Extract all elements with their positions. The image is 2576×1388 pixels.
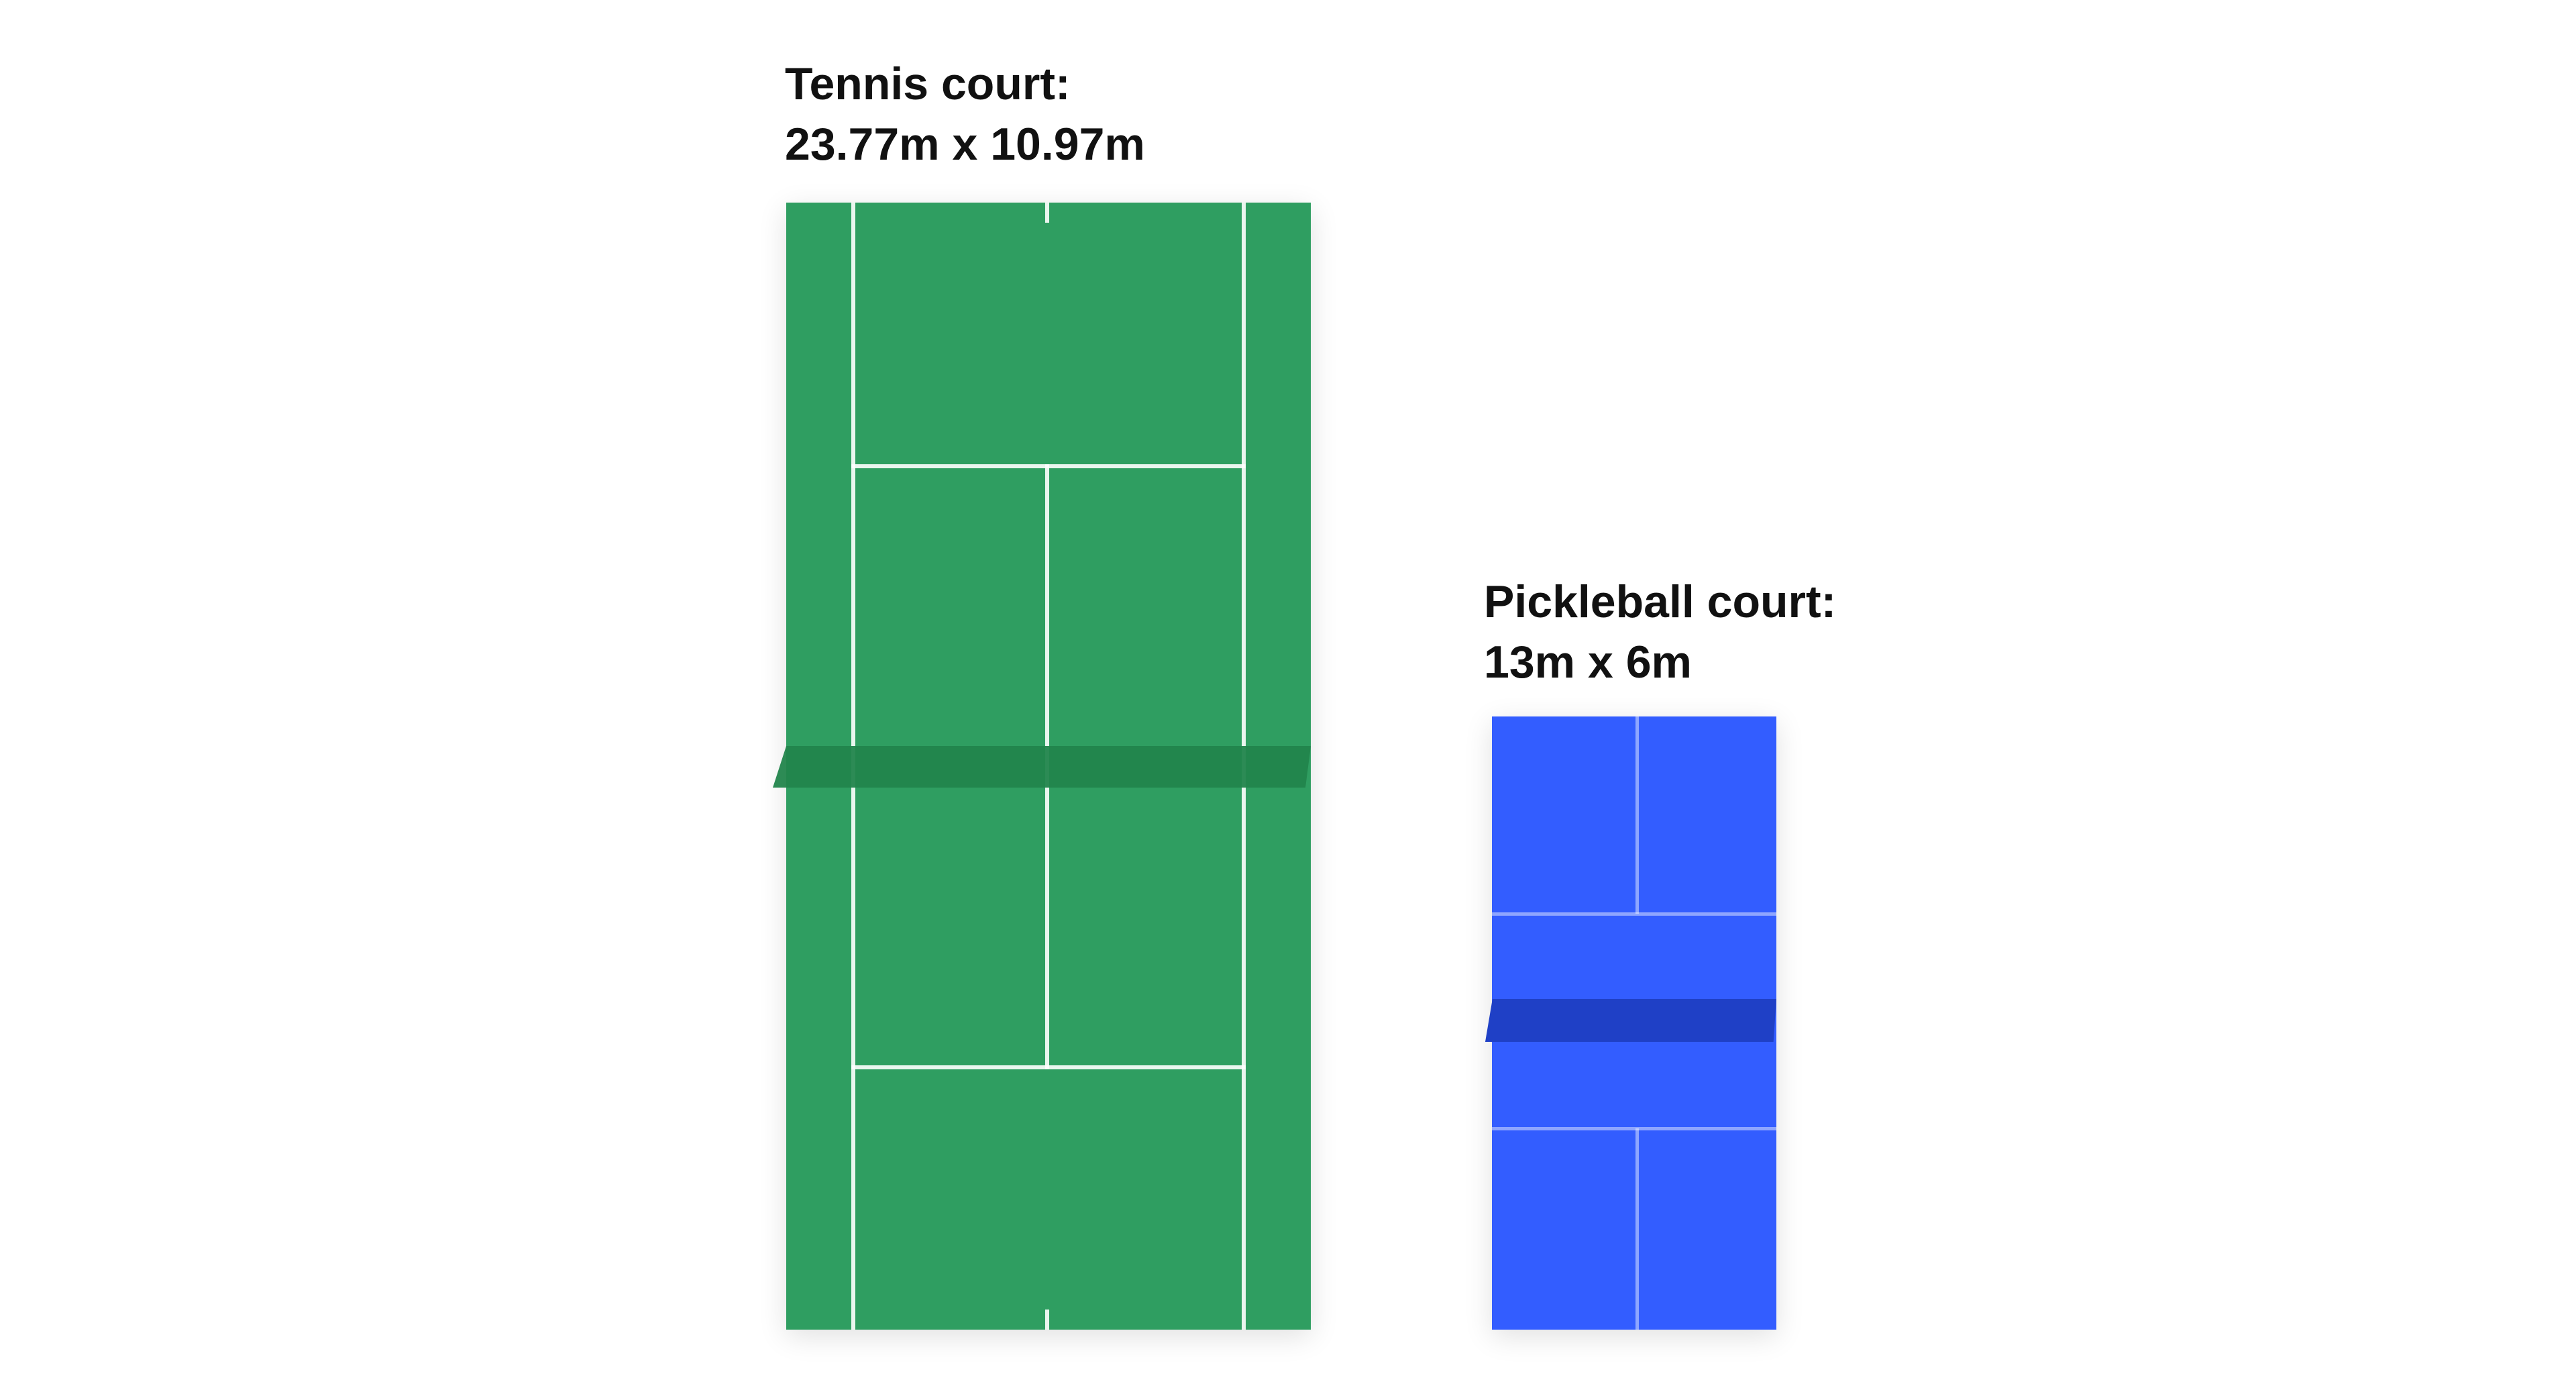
pickleball-title: Pickleball court: — [1484, 576, 1837, 627]
pickleball-centerline-bottom — [1635, 1128, 1639, 1330]
tennis-center-mark-top — [1045, 203, 1049, 223]
tennis-dimensions: 23.77m x 10.97m — [785, 119, 1145, 170]
tennis-center-mark-bottom — [1045, 1310, 1049, 1330]
pickleball-centerline-top — [1635, 716, 1639, 914]
tennis-court — [773, 203, 1311, 1330]
pickleball-kitchen-line-top — [1492, 912, 1776, 916]
tennis-net — [773, 746, 1311, 788]
pickleball-dimensions: 13m x 6m — [1484, 637, 1692, 688]
tennis-title: Tennis court: — [785, 58, 1071, 109]
pickleball-net — [1485, 999, 1776, 1042]
pickleball-label: Pickleball court: 13m x 6m — [1484, 572, 1836, 692]
pickleball-court — [1485, 716, 1776, 1330]
tennis-label: Tennis court: 23.77m x 10.97m — [785, 54, 1145, 174]
pickleball-kitchen-line-bottom — [1492, 1127, 1776, 1130]
